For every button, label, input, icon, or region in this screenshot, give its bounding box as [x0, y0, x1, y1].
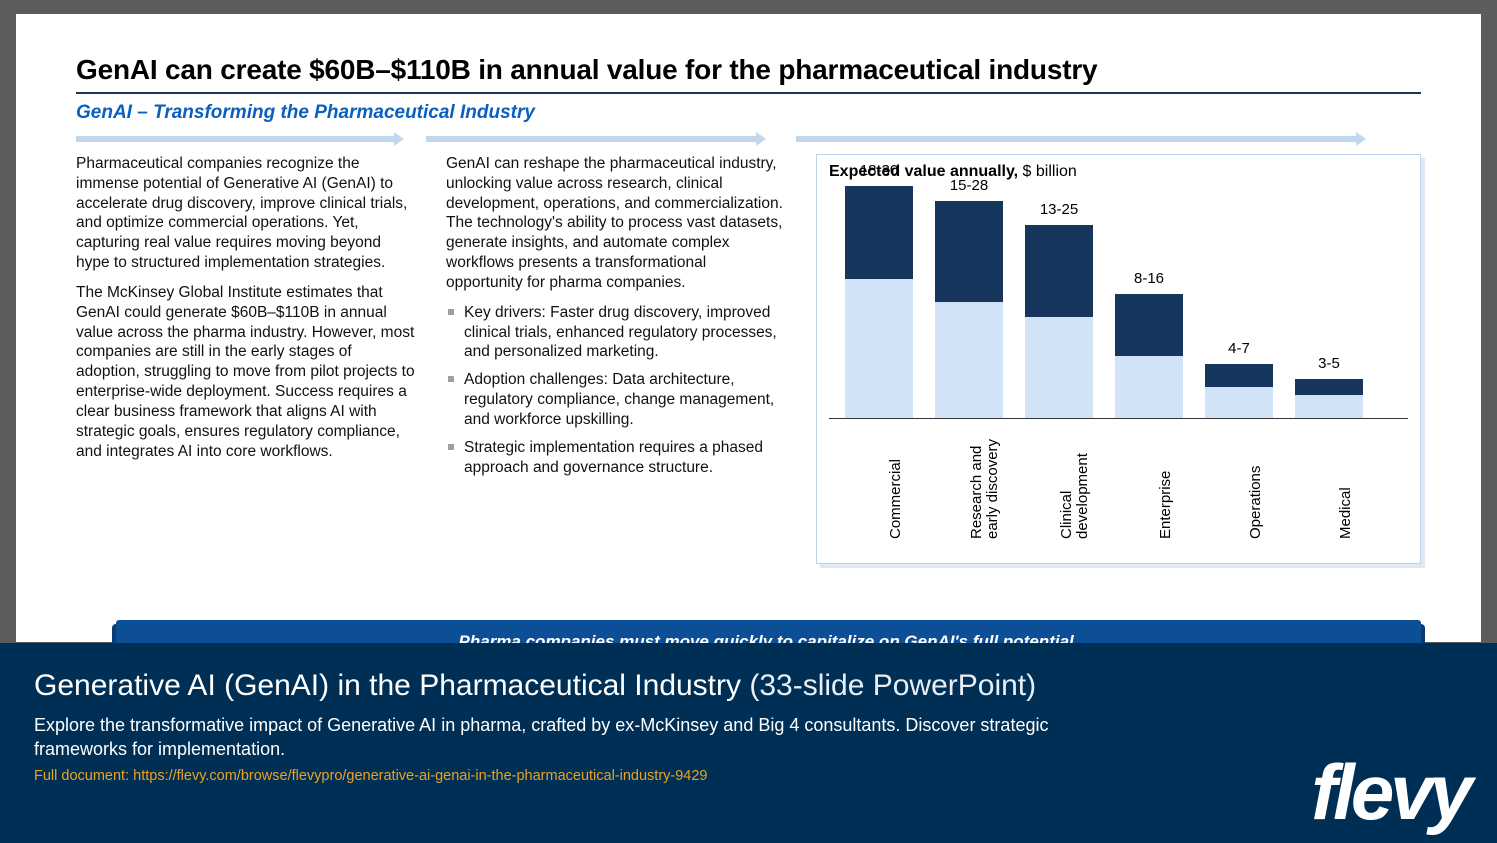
chart-bar: 13-25	[1025, 225, 1093, 418]
chart-bar: 15-28	[935, 201, 1003, 418]
promo-title-main: Generative AI (GenAI) in the Pharmaceuti…	[34, 669, 749, 702]
accent-bars	[76, 132, 1421, 148]
col2-bullet-1: Key drivers: Faster drug discovery, impr…	[446, 303, 786, 362]
bar-range-dark	[1205, 364, 1273, 387]
bar-range-dark	[1115, 294, 1183, 356]
title-rule	[76, 92, 1421, 94]
accent-bar	[76, 136, 394, 142]
promo-title: Generative AI (GenAI) in the Pharmaceuti…	[34, 669, 1463, 703]
bar-value-label: 3-5	[1295, 355, 1363, 372]
col2-bullet-3: Strategic implementation requires a phas…	[446, 438, 786, 478]
promo-link[interactable]: Full document: https://flevy.com/browse/…	[34, 768, 1463, 784]
bar-category-label: Medical	[1337, 487, 1354, 539]
bar-value-label: 13-25	[1025, 201, 1093, 218]
chart-categories-area: Commercial Research andearly discovery Cli…	[829, 419, 1408, 549]
chart-bar: 8-16	[1115, 294, 1183, 418]
column-1: Pharmaceutical companies recognize the i…	[76, 154, 416, 564]
bar-value-label: 4-7	[1205, 340, 1273, 357]
col2-para-1: GenAI can reshape the pharmaceutical ind…	[446, 154, 786, 293]
bar-range-dark	[935, 201, 1003, 302]
chart-box: Expected value annually, $ billion 18-30…	[816, 154, 1421, 564]
bar-category-label: Commercial	[887, 459, 904, 539]
flevy-logo: flevy	[1311, 761, 1469, 823]
bar-value-label: 15-28	[935, 177, 1003, 194]
slide-outer: GenAI can create $60B–$110B in annual va…	[0, 0, 1497, 643]
bar-value-label: 8-16	[1115, 270, 1183, 287]
bar-category-label: Operations	[1247, 466, 1264, 539]
content-columns: Pharmaceutical companies recognize the i…	[76, 154, 1421, 564]
slide: GenAI can create $60B–$110B in annual va…	[16, 14, 1481, 642]
slide-subtitle: GenAI – Transforming the Pharmaceutical …	[76, 102, 1421, 124]
chart-bar: 4-7	[1205, 364, 1273, 418]
bar-category-label: Clinicaldevelopment	[1059, 453, 1091, 539]
col1-para-2: The McKinsey Global Institute estimates …	[76, 283, 416, 461]
chart-bar: 3-5	[1295, 379, 1363, 418]
column-2: GenAI can reshape the pharmaceutical ind…	[446, 154, 786, 564]
bar-category-label: Enterprise	[1157, 471, 1174, 539]
accent-bar	[426, 136, 756, 142]
col2-bullet-2: Adoption challenges: Data architecture, …	[446, 370, 786, 429]
accent-bar	[796, 136, 1356, 142]
bar-range-dark	[1295, 379, 1363, 394]
promo-description: Explore the transformative impact of Gen…	[34, 713, 1114, 762]
bar-range-dark	[1025, 225, 1093, 318]
chart-title: Expected value annually, $ billion	[829, 163, 1408, 181]
chart-bar: 18-30	[845, 186, 913, 418]
bar-value-label: 18-30	[845, 162, 913, 179]
slide-title: GenAI can create $60B–$110B in annual va…	[76, 54, 1421, 86]
chart-title-rest: $ billion	[1018, 163, 1077, 180]
col1-para-1: Pharmaceutical companies recognize the i…	[76, 154, 416, 273]
chart-bars-area: 18-30 15-28 13-25 8-16 4-7 3-5	[829, 187, 1408, 419]
promo-band: Generative AI (GenAI) in the Pharmaceuti…	[0, 643, 1497, 843]
bar-range-dark	[845, 186, 913, 279]
promo-title-suffix: (33-slide PowerPoint)	[749, 669, 1036, 702]
bar-category-label: Research andearly discovery	[969, 439, 1001, 539]
